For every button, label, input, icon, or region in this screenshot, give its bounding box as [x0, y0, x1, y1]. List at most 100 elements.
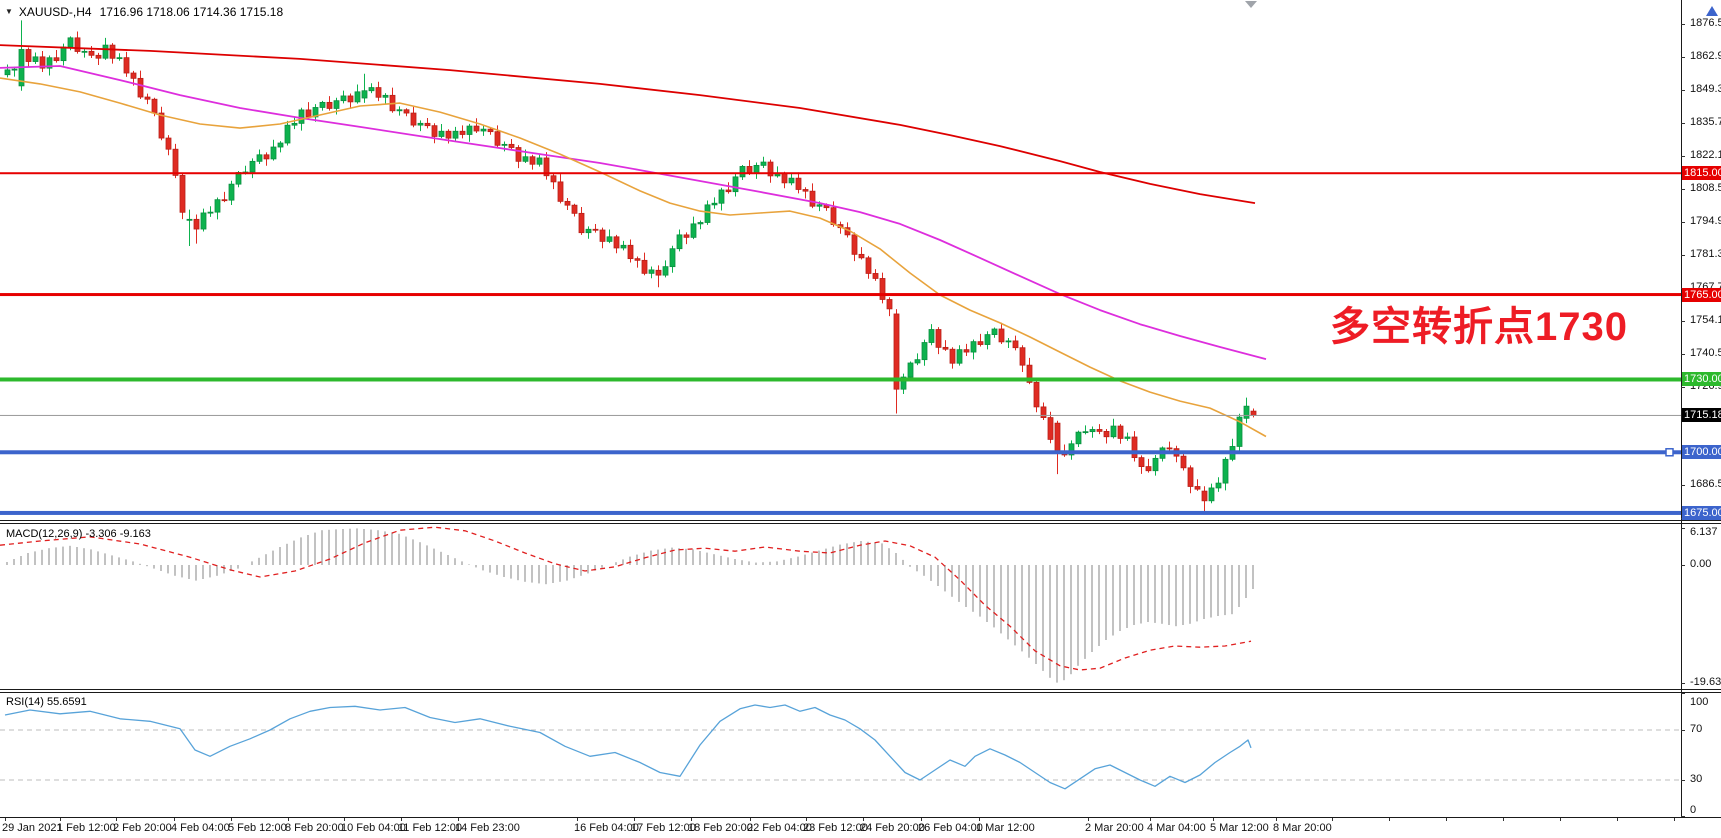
price-line-badge: 1765.00 — [1682, 287, 1721, 302]
hline-1730.00 — [0, 377, 1681, 382]
chart-title: ▼ XAUUSD-,H4 1716.96 1718.06 1714.36 1715.… — [5, 5, 283, 19]
time-tick-label: 5 Feb 12:00 — [228, 822, 287, 834]
price-tick-label: 1794.90 — [1690, 215, 1721, 227]
price-tick — [1681, 23, 1685, 25]
time-tick — [1332, 818, 1333, 821]
panel-separator-macd[interactable] — [0, 520, 1721, 524]
price-tick — [1681, 155, 1685, 157]
price-axis-border — [1681, 0, 1682, 818]
rsi-line — [4, 704, 1252, 790]
rsi-tick-label: 70 — [1690, 723, 1703, 735]
price-tick-label: 1686.50 — [1690, 478, 1721, 491]
price-tick — [1681, 122, 1685, 124]
price-tick — [1681, 221, 1685, 223]
price-tick-label: 1754.10 — [1690, 314, 1721, 326]
price-tick-label: 1740.50 — [1690, 347, 1721, 359]
price-line-badge: 1815.00 — [1682, 166, 1721, 181]
price-line-badge: 1730.00 — [1682, 372, 1721, 387]
macd-tick — [1681, 565, 1685, 566]
macd-tick — [1681, 528, 1685, 530]
candlesticks — [4, 20, 1257, 512]
chart-shift-marker-icon[interactable] — [1245, 1, 1257, 8]
time-tick — [634, 818, 635, 821]
price-tick — [1681, 320, 1685, 322]
time-tick — [401, 818, 402, 821]
time-tick-label: 4 Feb 04:00 — [171, 822, 230, 834]
time-tick — [288, 818, 289, 821]
rsi-tick — [1681, 692, 1685, 694]
time-tick — [5, 818, 6, 821]
time-tick-label: 26 Feb 04:00 — [918, 822, 983, 834]
time-tick-label: 23 Feb 12:00 — [803, 822, 868, 834]
hline-1815.00 — [0, 172, 1681, 175]
rsi-tick-label: 100 — [1690, 696, 1709, 708]
time-tick — [1213, 818, 1214, 821]
rsi-panel — [0, 704, 1681, 790]
time-tick — [174, 818, 175, 821]
price-line-badge: 1700.00 — [1682, 445, 1721, 460]
time-tick — [863, 818, 864, 821]
time-tick — [1503, 818, 1504, 821]
annotation-text[interactable]: 多空转折点1730 — [1330, 305, 1628, 349]
time-tick-label: 4 Mar 04:00 — [1147, 822, 1206, 834]
time-tick — [344, 818, 345, 821]
time-tick — [921, 818, 922, 821]
ma-red — [0, 44, 1256, 204]
price-tick — [1681, 56, 1685, 58]
time-tick-label: 1 Feb 12:00 — [57, 822, 116, 834]
time-tick — [1446, 818, 1447, 821]
time-tick — [979, 818, 980, 821]
time-tick — [1150, 818, 1151, 821]
rsi-tick — [1681, 780, 1685, 781]
price-tick-label: 1781.30 — [1690, 248, 1721, 260]
price-tick — [1681, 89, 1685, 91]
price-tick — [1681, 188, 1685, 190]
horizontal-lines[interactable] — [0, 172, 1681, 515]
time-tick — [1389, 818, 1390, 821]
time-tick — [1276, 818, 1277, 821]
macd-tick-label: 6.137 — [1690, 526, 1718, 538]
ma-orange — [0, 77, 1267, 438]
time-tick-label: 8 Mar 20:00 — [1273, 822, 1332, 834]
time-tick-label: 5 Mar 12:00 — [1210, 822, 1269, 834]
hline-1700.00 — [0, 450, 1681, 455]
price-tick-label: 1862.90 — [1690, 50, 1721, 62]
time-tick-label: 2 Mar 20:00 — [1085, 822, 1144, 834]
time-tick-label: 29 Jan 2021 — [2, 822, 63, 834]
price-tick-label: 1822.10 — [1690, 149, 1721, 161]
rsi-tick-label: 30 — [1690, 773, 1703, 785]
time-tick — [1560, 818, 1561, 821]
time-tick-label: 16 Feb 04:00 — [574, 822, 639, 834]
collapse-arrow-icon[interactable]: ▼ — [5, 7, 13, 16]
time-tick-label: 18 Feb 20:00 — [688, 822, 753, 834]
time-tick — [750, 818, 751, 821]
symbol-period-label: XAUUSD-,H4 — [18, 5, 92, 19]
time-tick — [691, 818, 692, 821]
macd-tick-label: 0.00 — [1690, 558, 1712, 570]
time-tick — [577, 818, 578, 821]
time-tick — [231, 818, 232, 821]
axis-baseline — [0, 817, 1721, 818]
time-tick-label: 14 Feb 23:00 — [455, 822, 520, 834]
macd-panel — [0, 526, 1254, 683]
panel-separator-rsi[interactable] — [0, 689, 1721, 693]
price-tick — [1681, 484, 1685, 486]
axis-scroll-marker-icon — [1706, 6, 1718, 16]
macd-indicator-label: MACD(12,26,9) -3.306 -9.163 — [6, 528, 151, 540]
rsi-indicator-label: RSI(14) 55.6591 — [6, 696, 87, 708]
current-price-line — [0, 414, 1681, 416]
hline-1765.00 — [0, 293, 1681, 297]
macd-tick — [1681, 682, 1685, 684]
time-tick-label: 10 Feb 04:00 — [341, 822, 406, 834]
time-tick — [806, 818, 807, 821]
ohlc-quotes: 1716.96 1718.06 1714.36 1715.18 — [99, 5, 284, 19]
price-tick-label: 1849.30 — [1690, 83, 1721, 95]
time-tick-label: 2 Feb 20:00 — [113, 822, 172, 834]
macd-tick-label: -19.634 — [1690, 675, 1721, 688]
rsi-tick-label: 0 — [1690, 804, 1697, 816]
time-tick — [458, 818, 459, 821]
line-drag-handle — [1665, 448, 1674, 457]
price-tick-label: 1876.50 — [1690, 17, 1721, 29]
